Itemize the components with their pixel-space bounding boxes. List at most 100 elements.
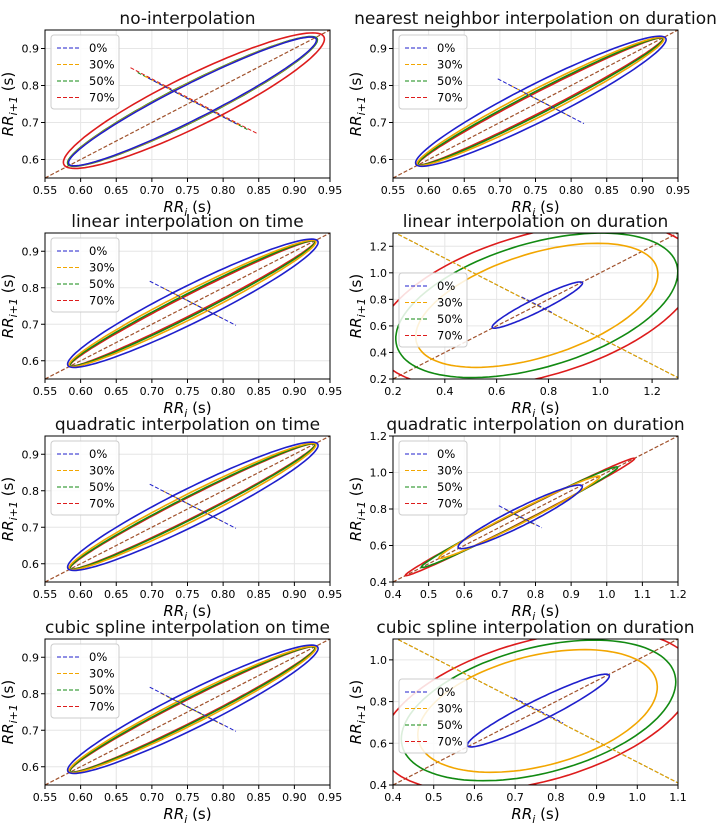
legend-label: 50% (437, 74, 463, 88)
x-tick-label: 0.95 (318, 588, 343, 601)
chart-panel-4: linear interpolation on duration 0.2 0.4 0.… (347, 212, 679, 420)
legend-label: 0% (89, 650, 107, 664)
legend-label: 50% (89, 480, 115, 494)
legend-box (50, 440, 120, 516)
y-tick-label: 0.7 (370, 117, 388, 130)
y-axis-label: RRi+1 (s) (0, 680, 20, 744)
ellipse-0pct (66, 238, 319, 369)
legend-label: 50% (437, 480, 463, 494)
legend-box (398, 34, 468, 110)
x-tick-label: 0.60 (416, 184, 441, 197)
ellipse-0pct (414, 35, 667, 168)
ellipse-0pct (491, 281, 584, 330)
x-tick-label: 0.70 (140, 588, 165, 601)
legend-label: 50% (437, 718, 463, 732)
ellipse-30pct (414, 242, 659, 369)
legend-label: 0% (89, 41, 107, 55)
ellipse-70pct (393, 639, 678, 785)
x-tick-label: 1.1 (634, 588, 652, 601)
x-tick-label: 1.0 (592, 385, 610, 398)
legend: 0% 30% 50% 70% (50, 440, 120, 516)
x-tick-label: 0.8 (527, 588, 545, 601)
plot-area (393, 30, 678, 178)
identity-line (393, 233, 678, 379)
chart-title: no-interpolation (119, 9, 255, 29)
y-tick-label: 0.4 (370, 779, 388, 792)
y-tick-label: 0.6 (22, 761, 40, 774)
x-tick-label: 0.85 (247, 588, 272, 601)
y-tick-label: 0.8 (370, 503, 388, 516)
x-tick-label: 0.65 (452, 184, 477, 197)
y-tick-label: 1.2 (370, 240, 388, 253)
y-tick-label: 0.6 (370, 154, 388, 167)
legend-box (50, 237, 120, 313)
x-tick-label: 0.75 (523, 184, 548, 197)
identity-line (393, 639, 678, 785)
x-tick-label: 0.4 (384, 791, 402, 804)
ellipse-0pct (66, 441, 319, 572)
plot-area (45, 30, 330, 178)
x-tick-label: 0.75 (175, 588, 200, 601)
x-tick-label: 0.85 (247, 385, 272, 398)
plot-area (45, 233, 330, 379)
legend-label: 70% (437, 91, 463, 105)
y-tick-label: 1.0 (370, 267, 388, 280)
x-tick-label: 0.75 (175, 791, 200, 804)
chart-panel-5: quadratic interpolation on time 0.55 0.60 0… (0, 415, 342, 623)
x-tick-label: 1.1 (669, 791, 687, 804)
x-tick-label: 0.70 (488, 184, 513, 197)
y-axis-label: RRi+1 (s) (347, 680, 368, 744)
y-tick-label: 0.9 (22, 43, 40, 56)
plot-area (393, 639, 678, 785)
y-tick-label: 0.8 (22, 485, 40, 498)
x-tick-label: 0.70 (140, 791, 165, 804)
x-tick-label: 0.75 (175, 184, 200, 197)
chart-title: quadratic interpolation on duration (386, 415, 684, 435)
identity-line (45, 436, 330, 582)
chart-panel-8: cubic spline interpolation on duration 0.… (347, 618, 695, 824)
sd1-line-0pct (149, 686, 237, 732)
legend-label: 30% (89, 261, 115, 275)
legend-label: 50% (437, 312, 463, 326)
legend-label: 30% (89, 667, 115, 681)
x-tick-label: 0.60 (68, 791, 93, 804)
y-tick-label: 0.8 (22, 688, 40, 701)
x-tick-label: 0.5 (425, 791, 443, 804)
legend-box (398, 272, 468, 348)
axes-frame (44, 232, 331, 380)
x-axis-label: RRi (s) (511, 805, 559, 824)
identity-line (393, 30, 678, 178)
legend-label: 0% (437, 279, 455, 293)
ellipse-0pct (466, 673, 611, 748)
legend-box (50, 34, 120, 110)
x-tick-label: 0.95 (318, 791, 343, 804)
legend-box (398, 440, 468, 516)
y-axis-label: RRi+1 (s) (347, 477, 368, 541)
y-tick-label: 0.4 (370, 346, 388, 359)
x-tick-label: 0.90 (282, 184, 307, 197)
legend-box (50, 643, 120, 719)
x-axis-label: RRi (s) (163, 805, 211, 824)
y-tick-label: 0.2 (370, 373, 388, 386)
ellipse-0pct (67, 36, 318, 167)
x-tick-label: 0.95 (318, 385, 343, 398)
y-tick-label: 0.6 (22, 154, 40, 167)
y-axis-label: RRi+1 (s) (347, 274, 368, 338)
x-tick-label: 1.0 (598, 588, 616, 601)
x-tick-label: 0.80 (211, 385, 236, 398)
x-tick-label: 0.70 (140, 385, 165, 398)
y-axis-label: RRi+1 (s) (0, 72, 20, 136)
sd1-line-0pct (148, 77, 237, 125)
sd1-line-0pct (497, 78, 585, 125)
x-tick-label: 0.55 (33, 184, 58, 197)
x-tick-label: 0.75 (175, 385, 200, 398)
y-tick-label: 0.9 (370, 43, 388, 56)
plot-area (45, 436, 330, 582)
identity-line (45, 639, 330, 785)
x-axis-label: RRi (s) (511, 198, 559, 219)
legend-label: 70% (89, 497, 115, 511)
legend-label: 30% (89, 464, 115, 478)
x-tick-label: 0.55 (33, 791, 58, 804)
ellipse-50pct (394, 233, 678, 379)
